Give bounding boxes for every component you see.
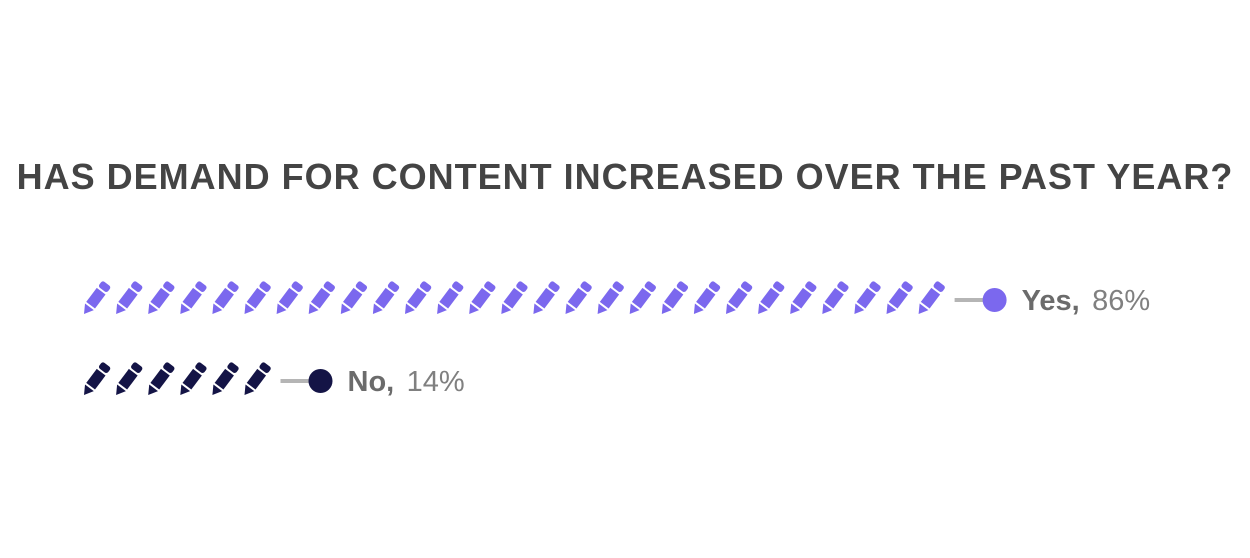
pencil-icon — [336, 280, 369, 318]
pencil-icon — [721, 280, 754, 318]
pencil-icon — [272, 280, 304, 318]
series-row-yes: Yes, 86% — [79, 280, 1151, 318]
series-label-yes: Yes, 86% — [1022, 285, 1151, 317]
pencil-icon — [368, 280, 401, 318]
pencil-icon — [175, 280, 208, 318]
pencil-icon — [882, 280, 914, 318]
pencil-icon — [175, 361, 208, 399]
pencil-icon — [914, 280, 946, 318]
pencil-icon — [240, 280, 272, 318]
chart-title: HAS DEMAND FOR CONTENT INCREASED OVER TH… — [17, 156, 1234, 197]
series-name-yes: Yes, — [1022, 285, 1080, 317]
pencil-icon — [111, 361, 144, 399]
pencil-icon — [561, 280, 593, 318]
pencil-icon — [432, 280, 465, 318]
pencil-icon — [464, 280, 497, 318]
pictograph-icons-yes — [79, 280, 946, 318]
pencil-icon — [817, 280, 850, 318]
pencil-icon — [689, 280, 722, 318]
pencil-icon — [529, 280, 561, 318]
series-name-no: No, — [348, 366, 395, 398]
pencil-icon — [79, 361, 112, 399]
pencil-icon — [111, 280, 144, 318]
pencil-icon — [240, 361, 272, 399]
connector-dot-no — [308, 369, 333, 393]
series-value-no: 14% — [407, 366, 465, 398]
pencil-icon — [304, 280, 336, 318]
pencil-icon — [400, 280, 433, 318]
pencil-icon — [657, 280, 690, 318]
pencil-icon — [785, 280, 818, 318]
connector-dot-yes — [982, 288, 1007, 312]
pencil-icon — [850, 280, 882, 318]
pencil-icon — [143, 361, 176, 399]
pencil-icon — [593, 280, 625, 318]
pencil-icon — [143, 280, 176, 318]
pictograph-icons-no — [79, 361, 272, 399]
pencil-icon — [753, 280, 786, 318]
pencil-icon — [79, 280, 112, 318]
pencil-icon — [625, 280, 657, 318]
series-row-no: No, 14% — [79, 361, 465, 399]
series-label-no: No, 14% — [348, 366, 465, 398]
series-value-yes: 86% — [1092, 285, 1150, 317]
pencil-icon — [208, 280, 240, 318]
pencil-icon — [208, 361, 240, 399]
pencil-icon — [496, 280, 529, 318]
